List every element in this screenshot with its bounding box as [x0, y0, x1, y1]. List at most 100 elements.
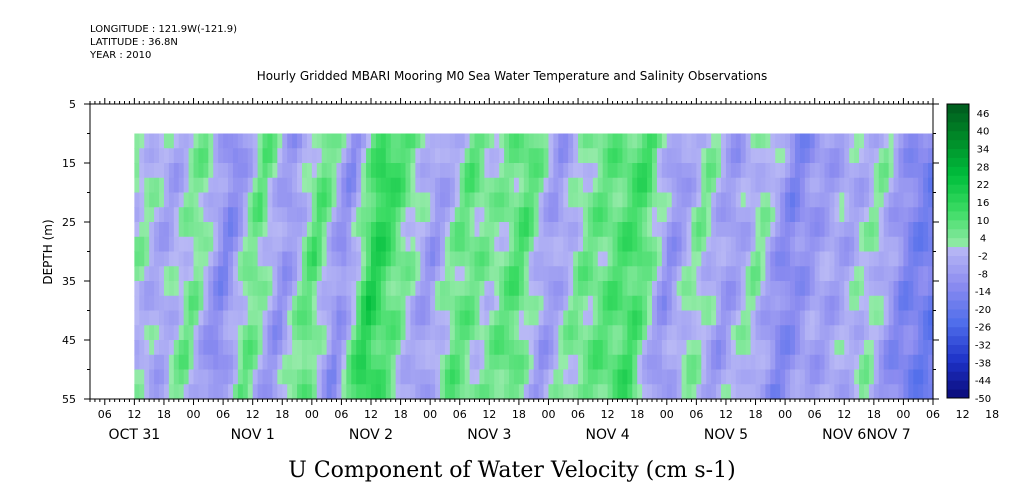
heatmap-cell [706, 251, 712, 267]
heatmap-cell [405, 148, 412, 164]
heatmap-cell [257, 133, 264, 149]
heatmap-cell [420, 236, 426, 253]
heatmap-cell [647, 310, 653, 326]
heatmap-cell [366, 266, 372, 282]
heatmap-cell [854, 148, 860, 164]
heatmap-cell [282, 207, 288, 223]
heatmap-cell [898, 266, 905, 282]
heatmap-cell [908, 295, 914, 312]
heatmap-cell [213, 207, 219, 223]
heatmap-cell [272, 222, 278, 238]
heatmap-cell [188, 148, 195, 164]
heatmap-cell [336, 148, 343, 164]
heatmap-cell [518, 192, 525, 208]
heatmap-cell [563, 177, 569, 194]
heatmap-cell [814, 340, 821, 356]
heatmap-cell [380, 281, 387, 297]
heatmap-cell [622, 251, 628, 267]
heatmap-cell [578, 207, 584, 223]
heatmap-cell [923, 310, 929, 326]
heatmap-cell [139, 207, 145, 223]
heatmap-cell [829, 222, 835, 238]
heatmap-cell [420, 163, 426, 179]
heatmap-cell [499, 295, 505, 312]
heatmap-cell [213, 163, 219, 179]
heatmap-cell [464, 325, 471, 341]
heatmap-cell [168, 266, 175, 282]
heatmap-cell [785, 281, 791, 297]
heatmap-cell [765, 295, 771, 312]
heatmap-cell [676, 281, 683, 297]
heatmap-cell [553, 266, 559, 282]
heatmap-cell [346, 354, 352, 371]
heatmap-cell [449, 369, 456, 385]
heatmap-cell [775, 192, 781, 208]
heatmap-cell [301, 384, 308, 400]
heatmap-cell [297, 133, 303, 149]
heatmap-cell [346, 177, 352, 194]
heatmap-cell [346, 251, 352, 267]
heatmap-cell [760, 340, 766, 356]
heatmap-cell [499, 222, 505, 238]
heatmap-cell [725, 236, 732, 253]
heatmap-cell [469, 325, 476, 341]
heatmap-cell [558, 207, 564, 223]
heatmap-cell [790, 192, 796, 208]
heatmap-cell [652, 281, 658, 297]
heatmap-cell [375, 177, 382, 194]
heatmap-cell [563, 369, 569, 385]
heatmap-cell [188, 354, 195, 371]
heatmap-cell [277, 222, 283, 238]
heatmap-cell [819, 384, 826, 400]
heatmap-cell [868, 163, 875, 179]
heatmap-cell [701, 325, 707, 341]
heatmap-cell [676, 354, 683, 371]
heatmap-cell [523, 236, 530, 253]
heatmap-cell [149, 192, 155, 208]
heatmap-cell [316, 281, 323, 297]
heatmap-cell [159, 133, 165, 149]
heatmap-cell [750, 236, 757, 253]
heatmap-cell [893, 148, 900, 164]
heatmap-cell [208, 133, 214, 149]
heatmap-cell [602, 266, 609, 282]
heatmap-cell [785, 148, 791, 164]
heatmap-cell [178, 251, 185, 267]
heatmap-cell [652, 310, 658, 326]
heatmap-cell [804, 325, 811, 341]
heatmap-cell [321, 384, 328, 400]
x-hour-label: 06 [216, 408, 230, 421]
heatmap-cell [484, 177, 490, 194]
heatmap-cell [839, 325, 845, 341]
heatmap-cell [617, 207, 624, 223]
heatmap-cell [513, 340, 520, 356]
heatmap-cell [297, 340, 303, 356]
heatmap-cell [873, 281, 880, 297]
heatmap-cell [371, 236, 377, 253]
heatmap-cell [168, 207, 175, 223]
heatmap-cell [691, 295, 697, 312]
heatmap-cell [168, 148, 175, 164]
heatmap-cell [908, 325, 914, 341]
heatmap-cell [706, 163, 712, 179]
heatmap-cell [203, 354, 209, 371]
heatmap-cell [390, 340, 397, 356]
heatmap-cell [923, 192, 929, 208]
heatmap-cell [380, 266, 387, 282]
heatmap-cell [223, 163, 229, 179]
heatmap-cell [849, 354, 855, 371]
heatmap-cell [464, 236, 471, 253]
heatmap-cell [375, 281, 382, 297]
heatmap-cell [351, 222, 357, 238]
heatmap-cell [149, 340, 155, 356]
heatmap-cell [282, 192, 288, 208]
heatmap-cell [873, 310, 880, 326]
heatmap-cell [578, 222, 584, 238]
heatmap-cell [504, 207, 510, 223]
heatmap-cell [587, 148, 594, 164]
heatmap-cell [711, 369, 717, 385]
heatmap-cell [829, 354, 835, 371]
heatmap-cell [617, 325, 624, 341]
heatmap-cell [918, 236, 924, 253]
heatmap-cell [592, 266, 599, 282]
